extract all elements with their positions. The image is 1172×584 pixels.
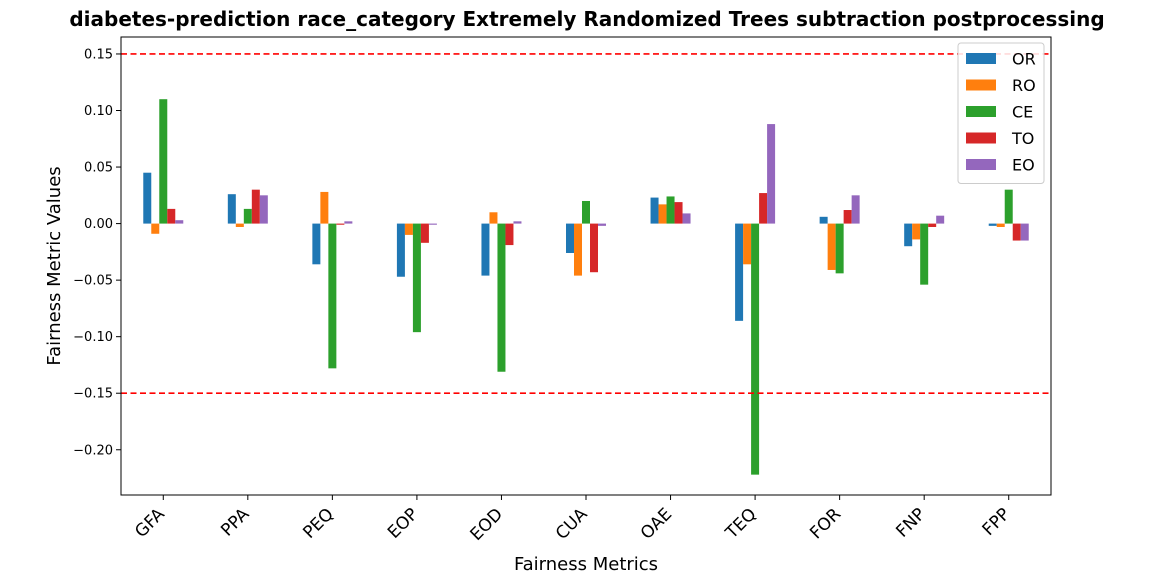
- legend-label-or: OR: [1012, 50, 1036, 69]
- x-tick-label-oae: OAE: [637, 504, 676, 543]
- bar-oae-eo: [682, 213, 691, 224]
- bar-fnp-ro: [912, 223, 921, 240]
- bar-fnp-ce: [920, 223, 929, 285]
- legend-swatch-or: [966, 53, 996, 64]
- x-axis: GFA PPA PEQ EOP EOD CUA OAE TEQ FOR FNP FPP: [131, 495, 1014, 545]
- bars-group: [143, 99, 1029, 475]
- y-tick-label: 0.00: [84, 217, 113, 232]
- x-tick-label-peq: PEQ: [299, 504, 337, 542]
- plot-area-frame: [120, 36, 1052, 496]
- bar-ppa-ce: [243, 208, 252, 224]
- bar-for-ro: [827, 223, 836, 270]
- legend-box: [957, 42, 1045, 184]
- y-tick-label: 0.05: [84, 161, 113, 176]
- x-axis-label: Fairness Metrics: [514, 554, 658, 575]
- bar-ppa-ro: [235, 223, 244, 227]
- y-tick-label: −0.05: [73, 274, 113, 289]
- bar-oae-ce: [666, 196, 675, 224]
- bar-teq-ro: [743, 223, 752, 265]
- bar-eod-ce: [497, 223, 506, 372]
- bar-eop-eo: [428, 223, 437, 225]
- legend-label-eo: EO: [1012, 156, 1035, 175]
- bar-eop-ro: [404, 223, 413, 235]
- reference-lines: [121, 53, 1051, 395]
- x-tick-label-fnp: FNP: [892, 504, 929, 541]
- legend-swatch-eo: [966, 159, 996, 170]
- bar-peq-or: [312, 223, 321, 265]
- bar-peq-ro: [320, 191, 329, 224]
- x-tick-label-cua: CUA: [552, 504, 592, 544]
- bar-oae-or: [650, 197, 659, 224]
- bar-peq-eo: [344, 221, 353, 224]
- legend-swatch-ro: [966, 79, 996, 91]
- legend-swatch-ce: [966, 106, 996, 117]
- bar-peq-to: [336, 223, 345, 225]
- bar-teq-ce: [751, 223, 760, 475]
- bar-ppa-to: [251, 189, 260, 224]
- bar-oae-ro: [658, 204, 667, 224]
- bar-gfa-ro: [151, 223, 160, 234]
- bar-teq-eo: [767, 124, 776, 224]
- x-tick-label-ppa: PPA: [217, 504, 253, 540]
- bar-gfa-to: [167, 208, 176, 224]
- bar-cua-to: [590, 223, 598, 273]
- x-tick-label-for: FOR: [806, 504, 845, 543]
- bar-cua-ce: [582, 200, 590, 224]
- bar-eod-eo: [513, 221, 522, 224]
- x-tick-label-eop: EOP: [384, 504, 422, 542]
- x-tick-label-fpp: FPP: [979, 504, 1015, 540]
- bar-fpp-or: [988, 223, 997, 226]
- legend-swatch-to: [966, 132, 996, 144]
- bar-fnp-or: [904, 223, 913, 247]
- bar-fnp-eo: [936, 215, 945, 224]
- bar-for-or: [819, 216, 828, 224]
- y-tick-label: −0.20: [73, 443, 113, 458]
- x-tick-label-gfa: GFA: [131, 504, 169, 542]
- bar-eod-to: [505, 223, 514, 246]
- bar-fpp-ce: [1004, 189, 1013, 224]
- bar-gfa-ce: [159, 99, 168, 224]
- bar-peq-ce: [328, 223, 337, 369]
- bar-ppa-eo: [259, 195, 268, 224]
- legend-label-ce: CE: [1012, 103, 1033, 122]
- bar-for-eo: [851, 195, 860, 224]
- y-tick-label: 0.10: [84, 104, 113, 119]
- bar-fpp-to: [1012, 223, 1021, 241]
- bar-cua-ro: [574, 223, 582, 276]
- legend: OR RO CE TO EO: [957, 42, 1045, 184]
- bar-cua-eo: [598, 223, 606, 226]
- bar-ppa-or: [227, 194, 236, 224]
- bar-for-ce: [835, 223, 844, 274]
- bar-eod-or: [481, 223, 490, 276]
- y-axis: 0.15 0.10 0.05 0.00 −0.05 −0.10 −0.15 −0.20: [73, 47, 121, 458]
- bar-gfa-eo: [175, 220, 184, 224]
- bar-eod-ro: [489, 212, 498, 224]
- bar-eop-ce: [412, 223, 421, 333]
- bar-cua-or: [566, 223, 574, 253]
- bar-eop-to: [420, 223, 429, 243]
- bar-eop-or: [396, 223, 405, 277]
- x-tick-label-eod: EOD: [467, 504, 507, 544]
- bar-teq-to: [759, 193, 768, 224]
- y-axis-label: Fairness Metric Values: [44, 166, 65, 365]
- chart-title: diabetes-prediction race_category Extrem…: [69, 7, 1104, 31]
- bar-fpp-ro: [996, 223, 1005, 227]
- bar-teq-or: [735, 223, 744, 321]
- bar-gfa-or: [143, 172, 152, 224]
- legend-label-ro: RO: [1012, 76, 1036, 95]
- bar-oae-to: [674, 202, 683, 224]
- bar-fnp-to: [928, 223, 937, 227]
- y-tick-label: −0.15: [73, 387, 113, 402]
- y-tick-label: −0.10: [73, 330, 113, 345]
- x-tick-label-teq: TEQ: [721, 504, 760, 543]
- legend-label-to: TO: [1011, 129, 1034, 148]
- bar-fpp-eo: [1020, 223, 1029, 241]
- bar-for-to: [843, 210, 852, 224]
- y-tick-label: 0.15: [84, 47, 113, 62]
